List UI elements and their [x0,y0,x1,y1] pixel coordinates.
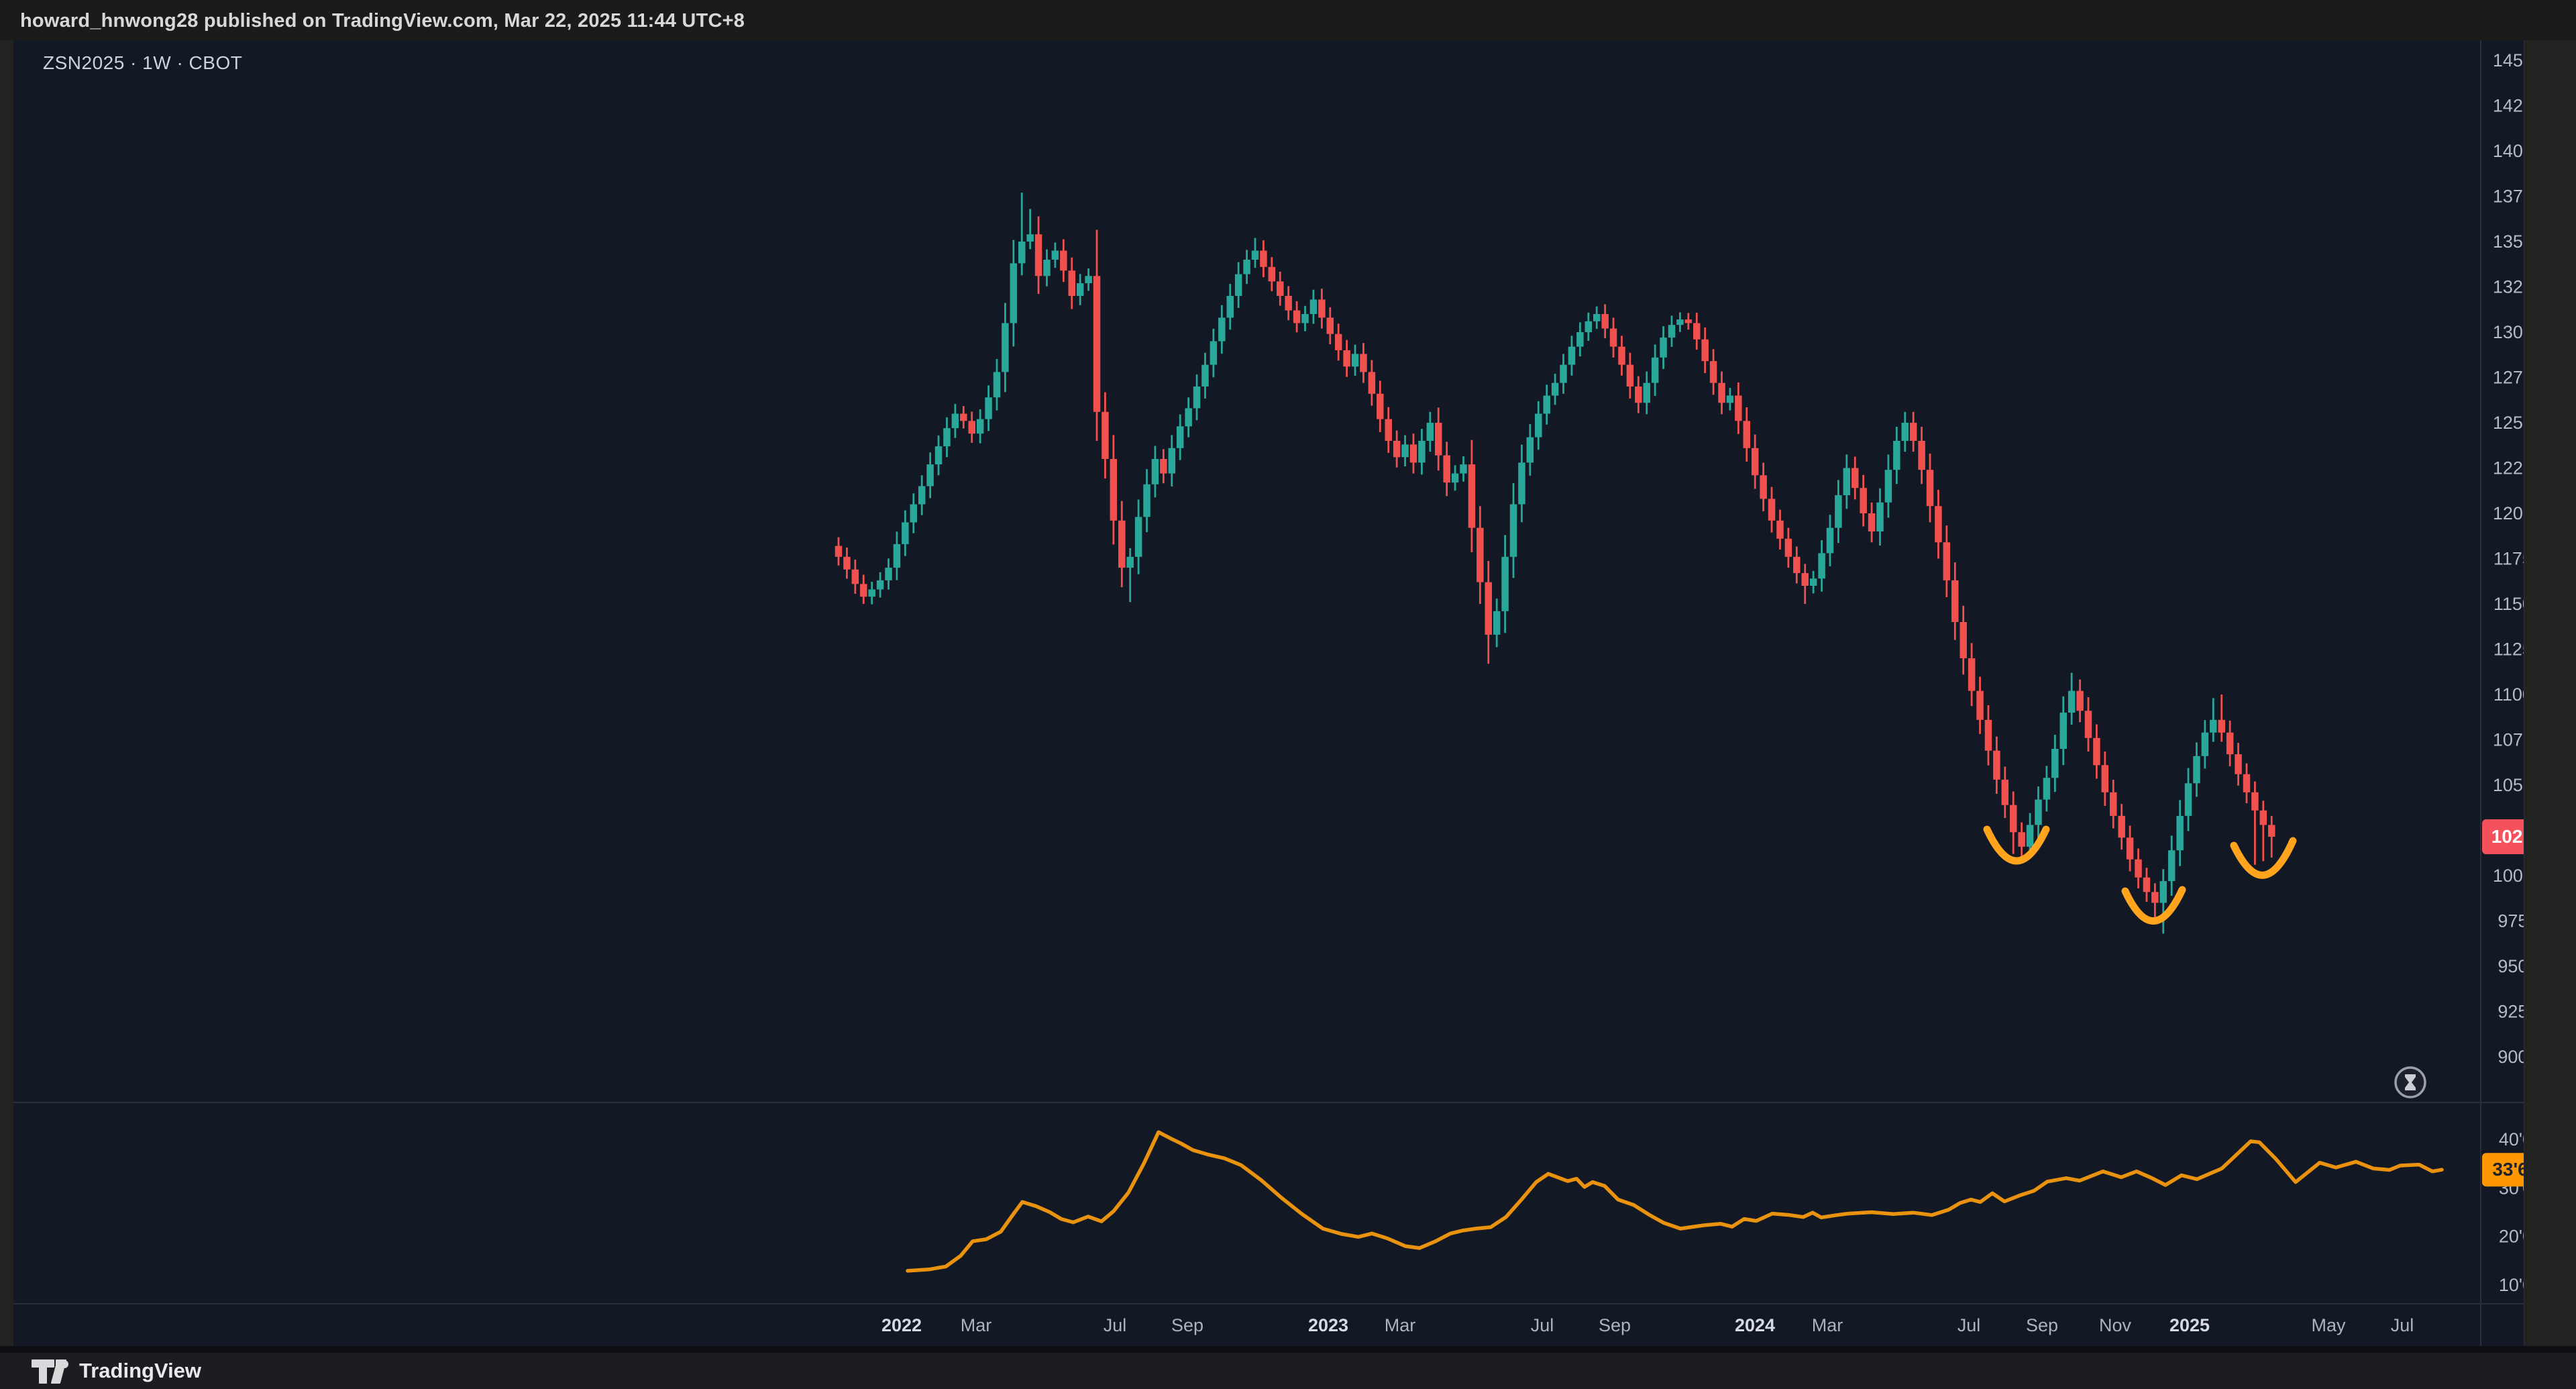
hourglass-icon [2394,1066,2426,1098]
tradingview-logo-icon[interactable] [31,1359,74,1384]
indicator-badge: 33'6 [2482,1153,2524,1187]
arc-annotations [1983,825,2297,925]
price-badge: 1021'4 [2482,819,2524,854]
price-tick-label: 900'0 [2498,1047,2524,1067]
indicator-line [906,1130,2444,1273]
chart-widget[interactable] [13,40,2524,1346]
price-tick-label: 1150'0 [2493,594,2524,614]
time-tick-label: Jul [1531,1315,1554,1335]
footer-divider [0,1346,2576,1353]
price-tick-label: 1225'0 [2493,458,2524,478]
time-tick-label: Nov [2099,1315,2132,1335]
price-tick-label: 1375'0 [2493,187,2524,207]
arc-drawing [2230,837,2297,879]
price-tick-label: 925'0 [2498,1002,2524,1022]
indicator-tick-label: 40'0 [2499,1129,2524,1149]
price-tick-label: 1275'0 [2493,368,2524,388]
arc-drawing [1983,825,2050,865]
price-tick-label: 1175'0 [2493,549,2524,569]
attribution-bar: howard_hnwong28 published on TradingView… [0,0,2576,40]
price-tick-label: 1450'0 [2493,50,2524,70]
price-tick-label: 950'0 [2498,956,2524,976]
arc-drawing [2121,886,2186,925]
indicator-badge-label: 33'6 [2492,1159,2524,1180]
price-tick-label: 1100'0 [2493,684,2524,705]
chart-canvas[interactable]: 1450'0 1425'0 1400'0 1375'0 1350'0 1325'0 1300… [13,40,2524,1346]
price-badge-label: 1021'4 [2491,826,2524,847]
time-tick-label: Mar [961,1315,992,1335]
time-tick-label: Mar [1385,1315,1416,1335]
time-tick-label: Sep [2026,1315,2058,1335]
indicator-pane [906,1130,2444,1273]
price-tick-label: 975'0 [2498,911,2524,931]
left-margin [0,40,14,1346]
price-tick-label: 1325'0 [2493,277,2524,297]
price-axis[interactable]: 1450'0 1425'0 1400'0 1375'0 1350'0 1325'0 1300… [2493,50,2524,1295]
time-tick-label: Jul [1957,1315,1981,1335]
price-tick-label: 1200'0 [2493,503,2524,523]
price-tick-label: 1425'0 [2493,96,2524,116]
candlestick-series [835,193,2275,934]
footer-bar: TradingView [0,1353,2576,1389]
price-tick-label: 1000'0 [2493,866,2524,886]
time-tick-label: 2022 [881,1315,922,1335]
time-tick-label: Mar [1812,1315,1843,1335]
time-tick-label: Jul [2391,1315,2414,1335]
right-margin [2524,40,2576,1346]
footer-brand[interactable]: TradingView [79,1359,202,1382]
price-tick-label: 1300'0 [2493,322,2524,342]
time-tick-label: Sep [1171,1315,1203,1335]
indicator-tick-label: 20'0 [2499,1227,2524,1247]
time-tick-label: 2023 [1308,1315,1348,1335]
price-tick-label: 1400'0 [2493,141,2524,161]
price-tick-label: 1350'0 [2493,232,2524,252]
time-tick-label: 2024 [1735,1315,1775,1335]
indicator-tick-label: 10'0 [2499,1275,2524,1295]
price-tick-label: 1250'0 [2493,413,2524,433]
attribution-text: howard_hnwong28 published on TradingView… [20,10,745,32]
time-axis[interactable]: 2022 Mar Jul Sep 2023 Mar Jul Sep 2024 Mar Jul Sep N… [881,1315,2414,1335]
symbol-title: ZSN2025 · 1W · CBOT [43,52,243,73]
time-tick-label: May [2311,1315,2346,1335]
price-tick-label: 1125'0 [2493,639,2524,660]
time-tick-label: 2025 [2169,1315,2210,1335]
price-tick-label: 1050'0 [2493,775,2524,795]
time-tick-label: Sep [1599,1315,1631,1335]
price-tick-label: 1075'0 [2493,730,2524,750]
time-tick-label: Jul [1104,1315,1127,1335]
pane-separators [13,40,2524,1346]
